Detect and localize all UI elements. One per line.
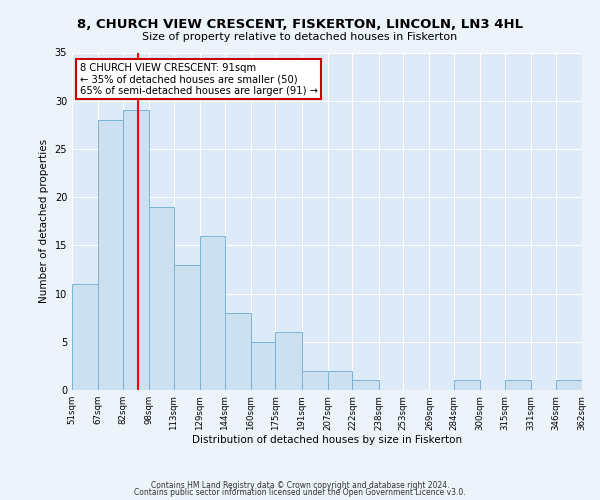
Bar (123, 110, 149, 390)
Text: Size of property relative to detached houses in Fiskerton: Size of property relative to detached ho… (142, 32, 458, 42)
Y-axis label: Number of detached properties: Number of detached properties (39, 139, 49, 304)
Bar (352, 380, 379, 390)
Bar (224, 313, 251, 390)
Text: Contains public sector information licensed under the Open Government Licence v3: Contains public sector information licen… (134, 488, 466, 497)
Text: 8 CHURCH VIEW CRESCENT: 91sqm
← 35% of detached houses are smaller (50)
65% of s: 8 CHURCH VIEW CRESCENT: 91sqm ← 35% of d… (80, 62, 317, 96)
Text: Contains HM Land Registry data © Crown copyright and database right 2024.: Contains HM Land Registry data © Crown c… (151, 480, 449, 490)
Bar (556, 380, 582, 390)
Bar (149, 207, 173, 390)
Text: 8, CHURCH VIEW CRESCENT, FISKERTON, LINCOLN, LN3 4HL: 8, CHURCH VIEW CRESCENT, FISKERTON, LINC… (77, 18, 523, 30)
Bar (505, 380, 531, 390)
Bar (251, 342, 275, 390)
Bar (302, 370, 328, 390)
Bar (200, 236, 224, 390)
Bar (72, 284, 98, 390)
Bar (98, 120, 123, 390)
Bar (275, 332, 302, 390)
Bar (328, 370, 352, 390)
Bar (173, 264, 200, 390)
X-axis label: Distribution of detached houses by size in Fiskerton: Distribution of detached houses by size … (192, 436, 462, 446)
Bar (454, 380, 481, 390)
